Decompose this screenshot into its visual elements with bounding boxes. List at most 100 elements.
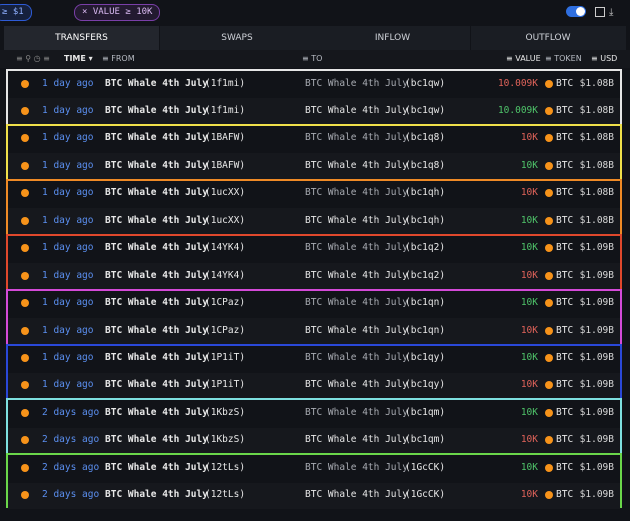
tab[interactable]: TRANSFERS (4, 26, 159, 50)
token[interactable]: BTC (556, 297, 574, 309)
token[interactable]: BTC (556, 269, 574, 281)
time[interactable]: 1 day ago (42, 187, 94, 199)
to-address[interactable]: (bc1qh) (405, 214, 446, 226)
token[interactable]: BTC (556, 324, 574, 336)
tab[interactable]: INFLOW (315, 26, 470, 50)
download-icon[interactable]: ⤓ (609, 7, 614, 18)
to-entity[interactable]: BTC Whale 4th July (305, 489, 408, 501)
to-entity[interactable]: BTC Whale 4th July (305, 461, 408, 473)
from-entity[interactable]: BTC Whale 4th July (105, 77, 208, 89)
from-entity[interactable]: BTC Whale 4th July (105, 379, 208, 391)
from-entity[interactable]: BTC Whale 4th July (105, 434, 208, 446)
to-address[interactable]: (bc1qm) (405, 434, 446, 446)
to-entity[interactable]: BTC Whale 4th July (305, 132, 408, 144)
to-entity[interactable]: BTC Whale 4th July (305, 269, 408, 281)
time[interactable]: 1 day ago (42, 352, 94, 363)
filter-chip[interactable]: ≥ $1 (0, 4, 32, 21)
from-address[interactable]: (12tLs) (205, 461, 246, 473)
token[interactable]: BTC (556, 214, 574, 226)
token[interactable]: BTC (556, 406, 574, 418)
from-address[interactable]: (1P1iT) (205, 379, 246, 391)
token[interactable]: BTC (556, 187, 574, 199)
from-address[interactable]: (12tLs) (205, 489, 246, 501)
from-entity[interactable]: BTC Whale 4th July (105, 269, 208, 281)
time[interactable]: 1 day ago (42, 242, 94, 254)
from-entity[interactable]: BTC Whale 4th July (105, 352, 208, 363)
to-address[interactable]: (bc1qw) (405, 104, 446, 116)
from-entity[interactable]: BTC Whale 4th July (105, 242, 208, 254)
from-address[interactable]: (1P1iT) (205, 352, 246, 363)
to-address[interactable]: (bc1qh) (405, 187, 446, 199)
to-address[interactable]: (bc1q8) (405, 159, 446, 171)
from-entity[interactable]: BTC Whale 4th July (105, 406, 208, 418)
from-address[interactable]: (1ucXX) (205, 187, 246, 199)
from-entity[interactable]: BTC Whale 4th July (105, 187, 208, 199)
tab[interactable]: SWAPS (159, 26, 315, 50)
to-address[interactable]: (1GcCK) (405, 461, 446, 473)
from-entity[interactable]: BTC Whale 4th July (105, 132, 208, 144)
to-entity[interactable]: BTC Whale 4th July (305, 324, 408, 336)
from-address[interactable]: (1KbzS) (205, 406, 246, 418)
from-address[interactable]: (14YK4) (205, 242, 246, 254)
to-entity[interactable]: BTC Whale 4th July (305, 159, 408, 171)
to-address[interactable]: (bc1qy) (405, 379, 446, 391)
token[interactable]: BTC (556, 379, 574, 391)
to-entity[interactable]: BTC Whale 4th July (305, 104, 408, 116)
to-address[interactable]: (bc1qy) (405, 352, 446, 363)
to-entity[interactable]: BTC Whale 4th July (305, 434, 408, 446)
from-entity[interactable]: BTC Whale 4th July (105, 159, 208, 171)
to-address[interactable]: (bc1qn) (405, 324, 446, 336)
token[interactable]: BTC (556, 489, 574, 501)
to-entity[interactable]: BTC Whale 4th July (305, 214, 408, 226)
token[interactable]: BTC (556, 104, 574, 116)
token[interactable]: BTC (556, 434, 574, 446)
header-token[interactable]: ≡ TOKEN (545, 54, 582, 63)
from-address[interactable]: (1f1mi) (205, 104, 246, 116)
chip-close[interactable]: × (82, 7, 93, 17)
header-value[interactable]: ≡ VALUE (506, 54, 541, 63)
token[interactable]: BTC (556, 159, 574, 171)
from-address[interactable]: (1KbzS) (205, 434, 246, 446)
header-usd[interactable]: ≡ USD (591, 54, 618, 63)
to-entity[interactable]: BTC Whale 4th July (305, 406, 408, 418)
to-address[interactable]: (bc1q2) (405, 269, 446, 281)
to-entity[interactable]: BTC Whale 4th July (305, 77, 408, 89)
to-address[interactable]: (bc1qn) (405, 297, 446, 309)
from-address[interactable]: (1f1mi) (205, 77, 246, 89)
from-entity[interactable]: BTC Whale 4th July (105, 324, 208, 336)
to-address[interactable]: (bc1q2) (405, 242, 446, 254)
from-entity[interactable]: BTC Whale 4th July (105, 214, 208, 226)
time[interactable]: 2 days ago (42, 489, 100, 501)
from-entity[interactable]: BTC Whale 4th July (105, 461, 208, 473)
to-entity[interactable]: BTC Whale 4th July (305, 187, 408, 199)
time[interactable]: 1 day ago (42, 269, 94, 281)
to-address[interactable]: (bc1qw) (405, 77, 446, 89)
time[interactable]: 1 day ago (42, 159, 94, 171)
to-entity[interactable]: BTC Whale 4th July (305, 297, 408, 309)
to-entity[interactable]: BTC Whale 4th July (305, 242, 408, 254)
header-time[interactable]: TIME ▾ (64, 54, 93, 63)
time[interactable]: 1 day ago (42, 297, 94, 309)
time[interactable]: 1 day ago (42, 104, 94, 116)
tab[interactable]: OUTFLOW (470, 26, 626, 50)
to-address[interactable]: (bc1q8) (405, 132, 446, 144)
to-entity[interactable]: BTC Whale 4th July (305, 379, 408, 391)
to-address[interactable]: (bc1qm) (405, 406, 446, 418)
time[interactable]: 1 day ago (42, 214, 94, 226)
time[interactable]: 2 days ago (42, 406, 100, 418)
to-address[interactable]: (1GcCK) (405, 489, 446, 501)
token[interactable]: BTC (556, 132, 574, 144)
from-address[interactable]: (14YK4) (205, 269, 246, 281)
header-from[interactable]: ≡ FROM (102, 54, 135, 63)
from-entity[interactable]: BTC Whale 4th July (105, 104, 208, 116)
from-address[interactable]: (1CPaz) (205, 324, 246, 336)
from-entity[interactable]: BTC Whale 4th July (105, 489, 208, 501)
time[interactable]: 1 day ago (42, 132, 94, 144)
token[interactable]: BTC (556, 77, 574, 89)
to-entity[interactable]: BTC Whale 4th July (305, 352, 408, 363)
time[interactable]: 1 day ago (42, 77, 94, 89)
from-address[interactable]: (1CPaz) (205, 297, 246, 309)
from-address[interactable]: (1BAFW) (205, 159, 246, 171)
header-to[interactable]: ≡ TO (302, 54, 323, 63)
token[interactable]: BTC (556, 461, 574, 473)
